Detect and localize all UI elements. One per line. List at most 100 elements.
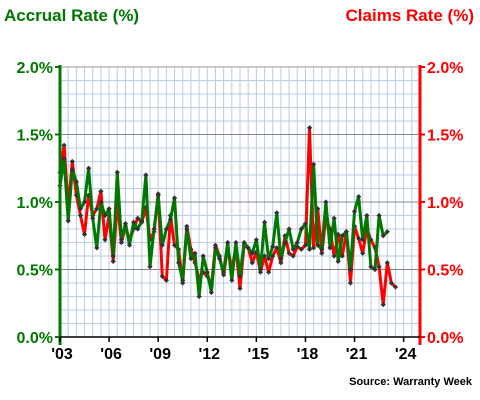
claims-data-point xyxy=(163,277,169,283)
left-axis-title: Accrual Rate (%) xyxy=(4,6,139,25)
x-tick-label: '06 xyxy=(100,346,122,363)
accrual-data-point xyxy=(225,239,231,246)
right-y-tick-label: 0.5% xyxy=(427,263,463,280)
accrual-data-point xyxy=(294,239,300,246)
claims-data-point xyxy=(311,245,317,251)
accrual-data-point xyxy=(180,277,186,283)
accrual-data-point xyxy=(192,250,198,256)
right-y-tick-label: 1.0% xyxy=(427,195,463,212)
left-y-tick-label: 1.0% xyxy=(17,195,53,212)
x-tick-label: '24 xyxy=(395,346,417,363)
accrual-data-point xyxy=(237,273,243,279)
claims-data-point xyxy=(110,258,116,264)
accrual-data-point xyxy=(290,246,296,252)
accrual-data-point xyxy=(69,167,75,173)
accrual-data-point xyxy=(319,246,325,252)
accrual-data-point xyxy=(298,226,304,232)
accrual-data-point xyxy=(208,289,214,296)
accrual-data-point xyxy=(163,226,169,232)
accrual-data-point xyxy=(73,179,79,185)
left-y-tick-label: 2.0% xyxy=(17,60,53,77)
claims-data-point xyxy=(257,269,264,275)
left-y-tick-label: 0.5% xyxy=(17,263,53,280)
accrual-data-point xyxy=(302,221,309,227)
accrual-data-point xyxy=(126,242,133,248)
claims-data-point xyxy=(368,237,374,243)
accrual-data-point xyxy=(204,269,210,275)
accrual-data-point xyxy=(200,253,206,259)
claims-data-point xyxy=(77,212,84,219)
accrual-data-point xyxy=(86,165,92,171)
accrual-data-point xyxy=(372,266,378,273)
source-note: Source: Warranty Week xyxy=(349,376,473,388)
accrual-data-point xyxy=(65,218,71,224)
claims-data-point xyxy=(266,269,272,275)
x-tick-label: '15 xyxy=(248,346,270,363)
x-tick-label: '03 xyxy=(51,346,73,363)
accrual-data-point xyxy=(274,210,280,216)
accrual-data-point xyxy=(118,237,124,243)
accrual-data-point xyxy=(131,219,137,225)
accrual-data-point xyxy=(81,199,88,205)
accrual-data-point xyxy=(147,264,153,270)
accrual-data-point xyxy=(380,233,386,239)
claims-data-point xyxy=(356,235,362,242)
claims-data-point xyxy=(249,260,255,266)
label-layer: 0.0% 0.0% 0.5% 0.5% 1.0% 1.0% 1.5% 1.5% 2.0% 2.0%… xyxy=(17,60,464,363)
accrual-data-point xyxy=(139,218,145,224)
claims-data-point xyxy=(118,239,124,246)
accrual-data-point xyxy=(94,245,100,251)
claims-data-point xyxy=(306,125,313,131)
accrual-data-point xyxy=(343,229,349,235)
claims-data-point xyxy=(102,237,108,243)
accrual-data-point xyxy=(114,169,120,175)
claims-data-point xyxy=(270,253,276,259)
accrual-data-point xyxy=(61,156,67,162)
accrual-data-point xyxy=(229,277,235,283)
claims-data-point xyxy=(380,302,386,308)
accrual-data-point xyxy=(351,208,358,215)
accrual-data-point xyxy=(212,245,219,251)
accrual-data-point xyxy=(221,269,227,275)
grid-layer xyxy=(59,66,421,338)
accrual-data-point xyxy=(159,242,165,248)
axis-layer xyxy=(55,65,425,345)
accrual-data-point xyxy=(143,172,149,178)
accrual-data-point xyxy=(135,226,141,232)
accrual-data-point xyxy=(188,256,194,262)
accrual-data-point xyxy=(286,226,292,232)
accrual-data-point xyxy=(364,212,370,219)
accrual-data-point xyxy=(196,293,202,300)
claims-data-point xyxy=(159,273,165,279)
claims-data-point xyxy=(392,284,399,290)
x-tick-label: '21 xyxy=(346,346,368,363)
claims-data-point xyxy=(388,280,394,286)
accrual-data-point xyxy=(216,256,223,262)
claims-data-point xyxy=(298,246,304,252)
accrual-data-point xyxy=(106,206,112,212)
accrual-data-point xyxy=(278,256,284,262)
claims-data-point xyxy=(290,253,296,259)
claims-data-point xyxy=(339,253,345,259)
accrual-data-point xyxy=(249,250,255,256)
claims-data-point xyxy=(347,280,354,286)
accrual-data-point xyxy=(245,245,251,251)
claims-data-point xyxy=(81,231,88,237)
accrual-data-point xyxy=(360,237,366,243)
accrual-data-point xyxy=(171,195,178,201)
claims-data-point xyxy=(94,206,100,212)
accrual-data-point xyxy=(176,260,182,266)
right-axis-title: Claims Rate (%) xyxy=(346,6,474,25)
x-tick-label: '12 xyxy=(198,346,220,363)
accrual-data-point xyxy=(266,256,272,262)
claims-data-point xyxy=(61,142,67,148)
claims-data-point xyxy=(294,243,300,250)
claims-data-point xyxy=(384,260,390,266)
accrual-data-point xyxy=(311,161,317,167)
accrual-data-point xyxy=(155,192,161,198)
accrual-data-point xyxy=(233,239,239,246)
accrual-data-point xyxy=(384,229,390,235)
accrual-data-point xyxy=(327,245,333,251)
claims-data-point xyxy=(315,206,321,212)
